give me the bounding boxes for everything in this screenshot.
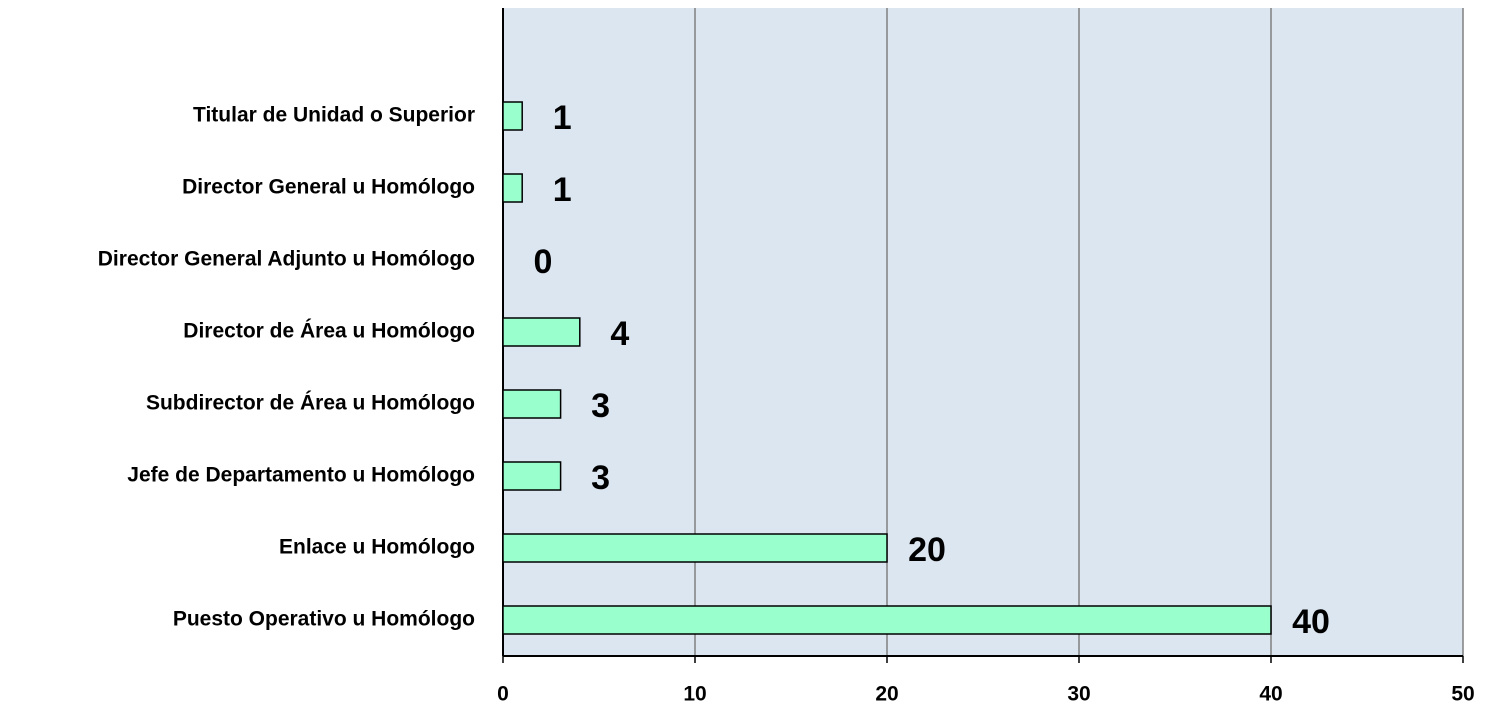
x-tick-label: 10 — [683, 683, 706, 706]
y-tick-label: Subdirector de Área u Homólogo — [146, 392, 475, 415]
bar — [502, 317, 581, 347]
y-tick-label: Director General Adjunto u Homólogo — [98, 248, 475, 271]
bar — [502, 461, 562, 491]
x-tick-label: 20 — [875, 683, 898, 706]
y-tick-label: Director General u Homólogo — [182, 176, 475, 199]
data-label: 20 — [908, 531, 946, 569]
y-tick-label: Titular de Unidad o Superior — [193, 104, 475, 127]
data-label: 3 — [591, 459, 610, 497]
data-label: 1 — [553, 99, 572, 137]
y-tick-label: Enlace u Homólogo — [279, 536, 475, 559]
x-tick-label: 40 — [1259, 683, 1282, 706]
y-tick-label: Puesto Operativo u Homólogo — [173, 608, 475, 631]
x-tick-label: 0 — [497, 683, 509, 706]
bar — [502, 173, 523, 203]
data-label: 0 — [534, 243, 553, 281]
y-tick-label: Jefe de Departamento u Homólogo — [127, 464, 475, 487]
bar — [502, 101, 523, 131]
bar — [502, 389, 562, 419]
y-tick-label: Director de Área u Homólogo — [183, 320, 475, 343]
x-tick-label: 50 — [1451, 683, 1474, 706]
data-label: 1 — [553, 171, 572, 209]
data-label: 3 — [591, 387, 610, 425]
bar — [502, 605, 1272, 635]
x-tick-label: 30 — [1067, 683, 1090, 706]
bar — [502, 533, 888, 563]
data-label: 4 — [610, 315, 629, 353]
data-label: 40 — [1292, 603, 1330, 641]
